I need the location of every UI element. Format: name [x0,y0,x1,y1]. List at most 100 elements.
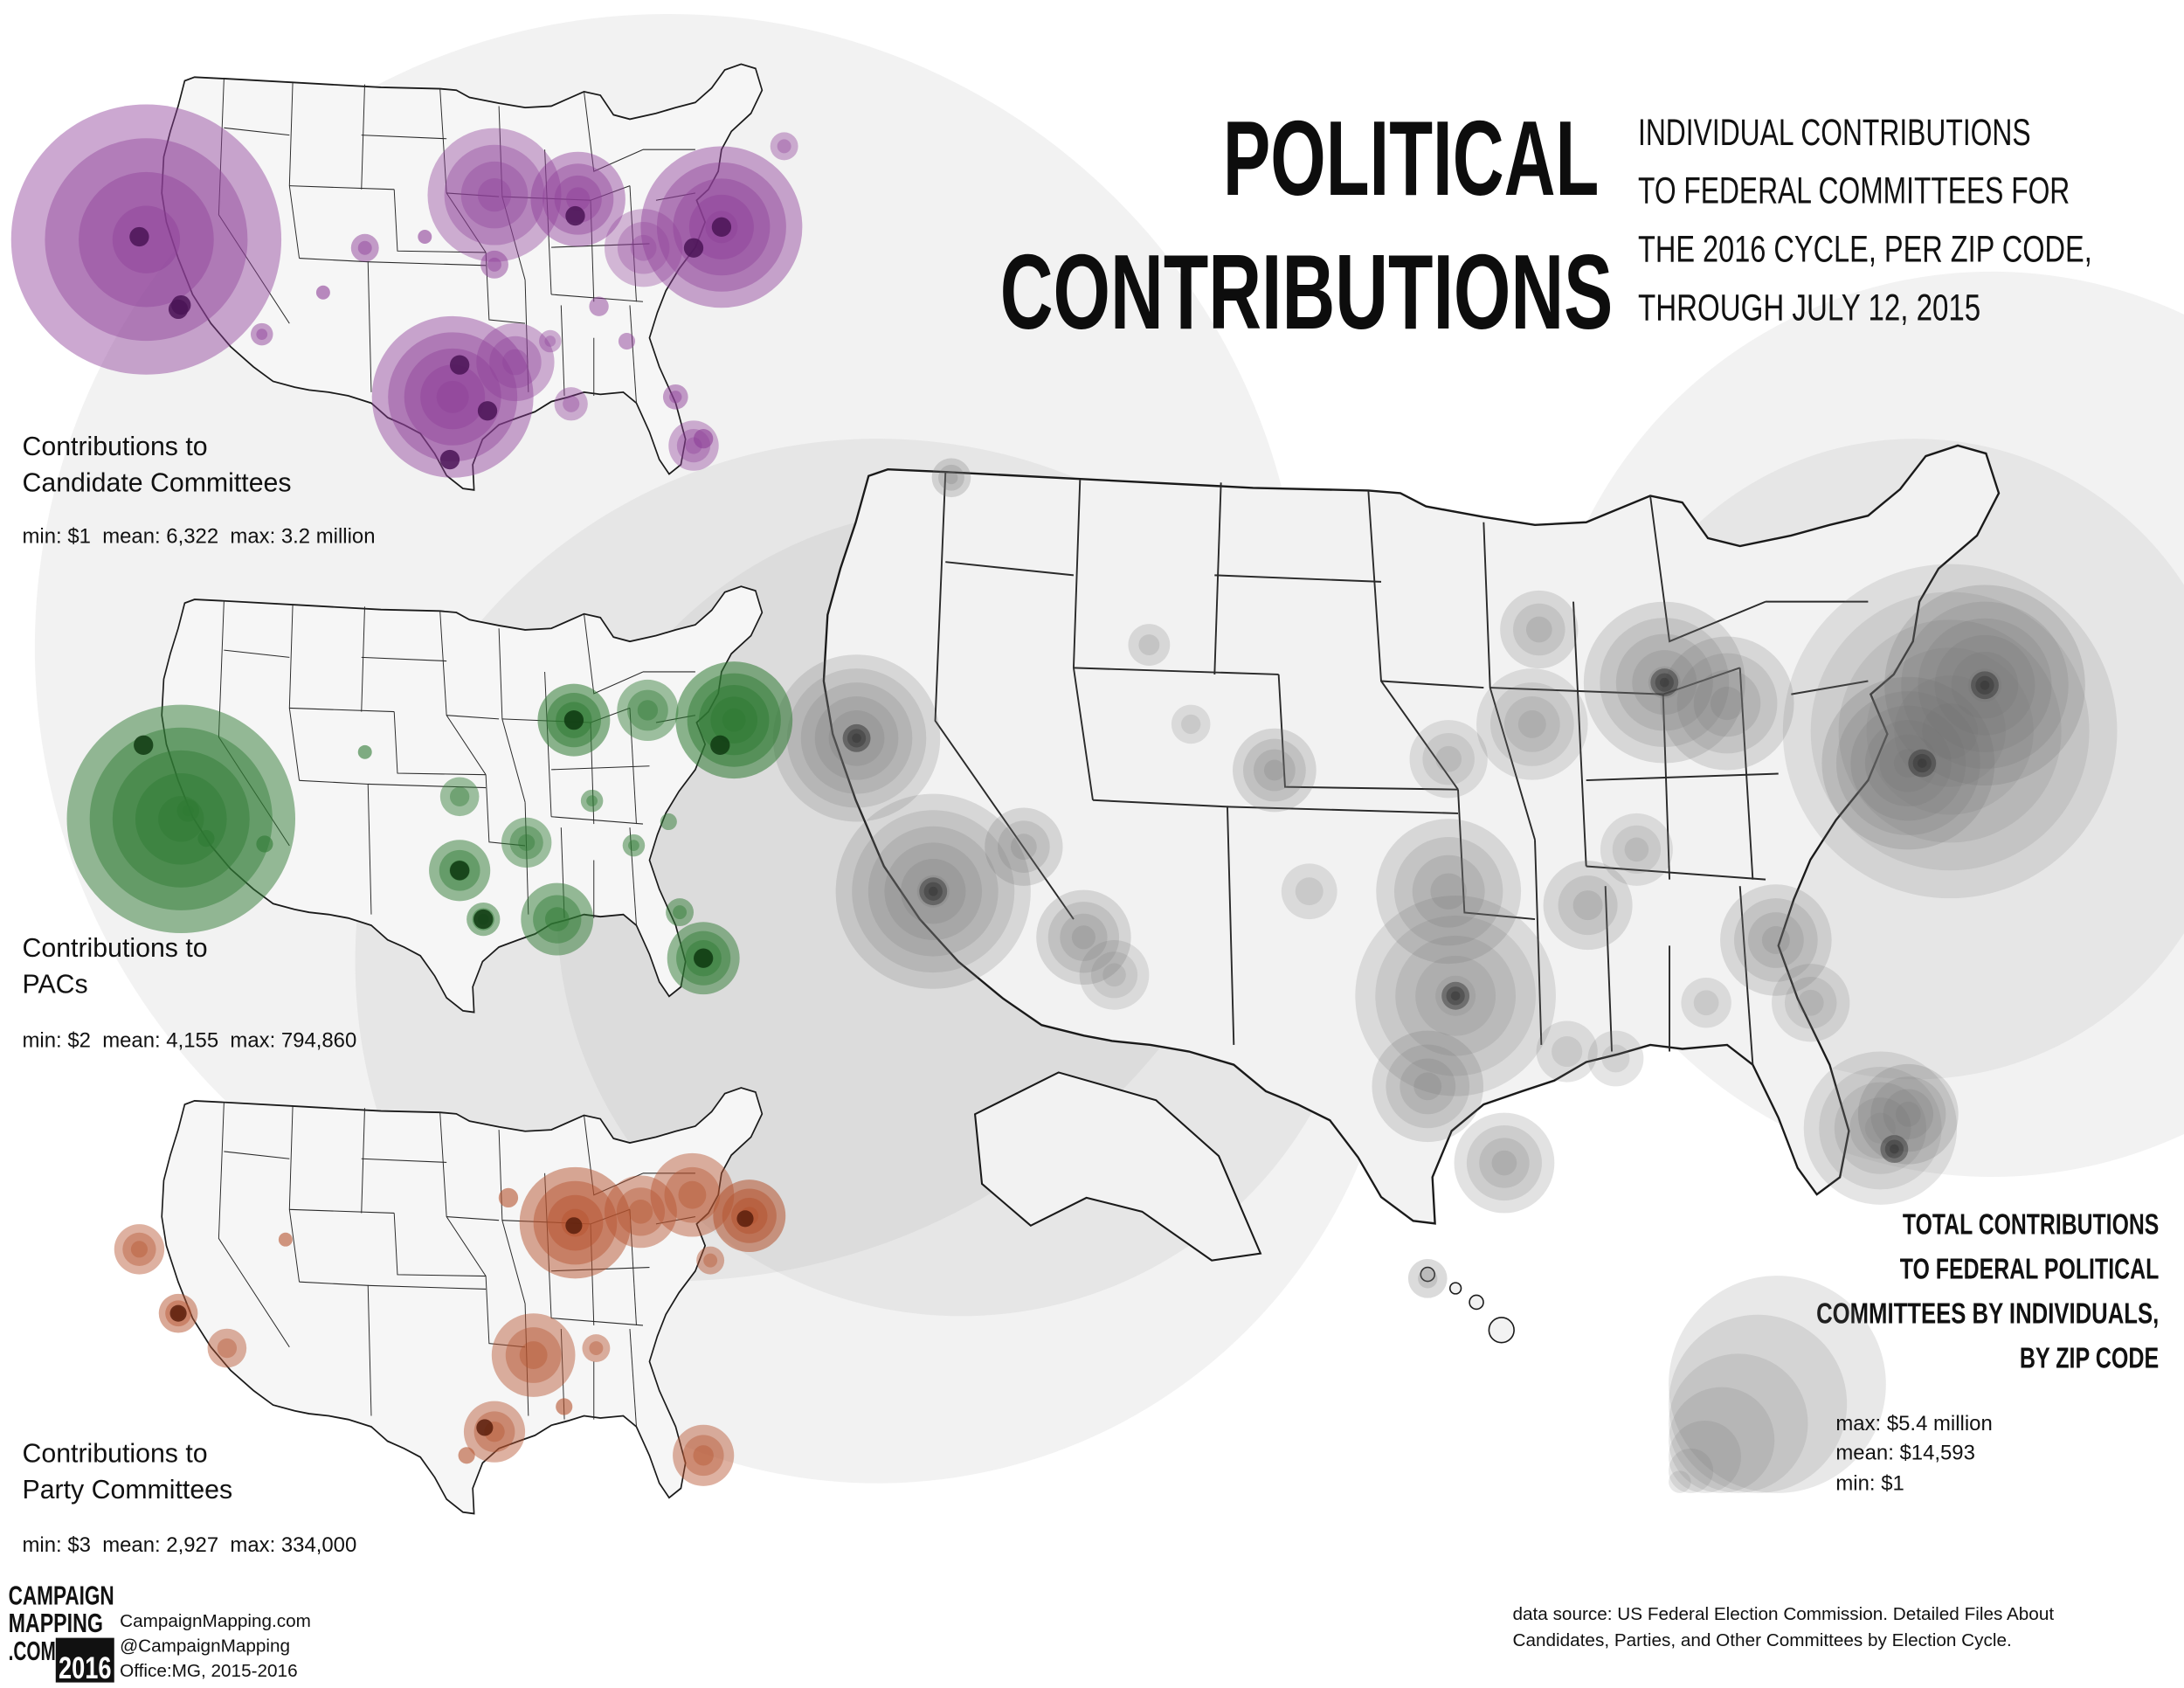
party-bubble-ring [589,1341,604,1356]
main-bubble-ring [1466,1125,1542,1201]
party-bubble [458,1447,475,1464]
party-label-line1: Contributions to [23,1440,208,1469]
candidate-bubble-ring [617,221,670,274]
main-bubble-ring [1784,976,1837,1029]
main-bubble-ring [1090,951,1138,999]
main-bubble [1500,590,1579,669]
main-map [772,444,2118,1344]
candidate-bubble [694,428,714,449]
candidate-core [477,401,498,421]
candidate-bubble-ring [487,257,501,272]
candidate-bubble [530,151,625,247]
main-bubble-ring [1934,634,2035,736]
main-bubble [1857,1063,1959,1165]
party-bubble [114,1224,165,1275]
pac-bubble [256,835,273,853]
legend-max: max: $5.4 million [1835,1412,1992,1435]
party-bubble [207,1328,247,1368]
main-bubble-ring [828,709,885,766]
main-bubble-ring [1710,686,1745,721]
candidate-core [171,294,191,315]
main-bubble-ring [1693,990,1719,1016]
main-bubble-ring [1525,616,1552,643]
main-bubble-ring [1810,591,2090,871]
main-bubble-ring [1413,1072,1442,1101]
main-core [842,723,871,752]
main-bubble-ring [1375,915,1536,1076]
main-bubble-ring [1624,837,1649,862]
main-core [1908,749,1937,778]
pac-bubble-ring [637,700,659,721]
pac-bubble [622,834,646,857]
main-bubble-ring [1894,675,2006,787]
main-bubble [985,807,1063,886]
main-bubble-ring [800,682,913,794]
party-bubble-ring [519,1341,548,1369]
pac-bubble-ring [509,826,543,860]
legend-bubble [1669,1470,1691,1493]
main-bubble-ring [867,826,999,957]
party-bubble-ring [616,1187,666,1236]
main-bubble-ring [998,820,1050,873]
main-bubble-ring [786,668,927,808]
main-bubble-ring [1386,1044,1470,1129]
legend-min: min: $1 [1835,1472,1904,1496]
main-bubble-ring [1648,666,1681,699]
logo-line1: CAMPAIGN [9,1581,114,1610]
pac-bubble-ring [518,834,536,851]
party-core [565,1217,583,1235]
candidate-bubble [350,233,379,262]
main-alaska [973,1071,1262,1262]
pac-label-line1: Contributions to [23,934,208,963]
main-bubble-ring [1047,902,1120,973]
candidate-bubble-ring [489,336,542,389]
legend-title-line1: TOTAL CONTRIBUTIONS [1903,1208,2159,1241]
party-bubble [498,1187,519,1208]
source-line2: Candidates, Parties, and Other Committee… [1513,1630,2012,1650]
main-bubble-ring [1479,1138,1530,1188]
party-bubble-ring [682,1435,724,1477]
party-bubble [604,1175,677,1249]
main-bubble-ring [1901,601,2069,769]
candidate-core [449,355,470,375]
main-bubble-ring [1572,890,1603,921]
candidate-bubble-ring [777,139,791,154]
main-bubble-ring [1632,650,1697,716]
candidate-bubble-ring [543,163,614,235]
main-core-ring [1917,758,1927,768]
main-core [1441,981,1470,1010]
main-core-ring [1980,680,1990,690]
pac-core [694,948,714,968]
party-core [476,1419,494,1436]
candidate-core [565,205,585,226]
main-core-ring [1450,991,1461,1001]
subtitle-line1: INDIVIDUAL CONTRIBUTIONS [1638,112,2031,154]
subtitle-line4: THROUGH JULY 12, 2015 [1638,287,1980,329]
candidate-bubble-ring [502,349,529,376]
party-bubble-ring [217,1338,238,1359]
main-bubble [1233,728,1317,813]
main-bubble [1128,624,1171,666]
main-bubble-ring [1870,1076,1946,1152]
main-bubble-ring [1395,935,1517,1056]
party-label-line2: Party Committees [23,1476,233,1505]
panel-candidate-committees: Contributions to Candidate Committees mi… [10,63,803,549]
main-bubble [1536,1020,1598,1083]
pac-bubble-ring [722,708,746,732]
main-bubble-ring [916,875,950,908]
party-bubble-ring [693,1445,714,1466]
main-bubble [772,654,941,822]
party-core [169,1304,187,1322]
main-bubble-ring [1422,733,1475,785]
pac-bubble [666,898,695,927]
main-bubble-ring [1253,749,1296,792]
pac-bubble-ring [627,689,668,731]
pac-bubble [357,744,372,759]
candidate-bubble [589,296,609,316]
source-line1: data source: US Federal Election Commiss… [1513,1604,2055,1624]
main-bubble-ring [1615,633,1713,731]
logo-year: 2016 [59,1651,112,1685]
pac-label-line2: PACs [23,971,88,1000]
party-bubble-ring [678,1180,707,1209]
